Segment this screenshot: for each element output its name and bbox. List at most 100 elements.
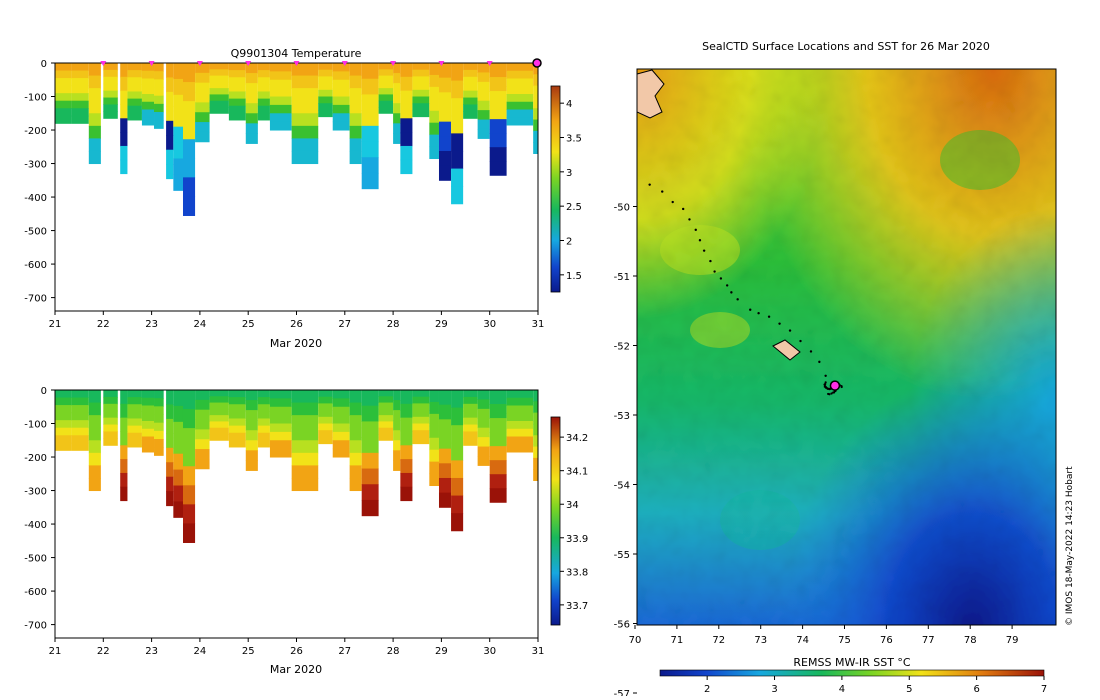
profile-cell bbox=[412, 423, 430, 431]
profile-cell bbox=[533, 469, 538, 481]
profile-cell bbox=[195, 82, 210, 94]
profile-cell bbox=[332, 440, 350, 450]
profile-cell bbox=[506, 94, 534, 103]
x-tick-label: 26 bbox=[290, 646, 303, 657]
map-x-tick-label: 77 bbox=[922, 635, 935, 646]
profile-cell bbox=[318, 430, 333, 438]
profile-cell bbox=[228, 70, 246, 78]
profile-cell bbox=[489, 390, 507, 405]
seal-track bbox=[648, 183, 843, 396]
profile-cell bbox=[257, 411, 270, 419]
profile-cell bbox=[393, 83, 401, 94]
profile-cell bbox=[71, 412, 89, 421]
profile-cell bbox=[228, 63, 246, 71]
profile-cell bbox=[332, 423, 350, 433]
sst-colorbar-tick-label: 6 bbox=[973, 684, 979, 695]
profile-cell bbox=[166, 418, 174, 434]
profile-cell bbox=[451, 168, 464, 187]
profile-cell bbox=[378, 100, 394, 108]
map-x-tick-label: 78 bbox=[964, 635, 977, 646]
profile-cell bbox=[166, 164, 174, 180]
profile-cell bbox=[361, 468, 379, 485]
y-tick-label: -600 bbox=[24, 260, 47, 271]
profile-cell bbox=[463, 90, 478, 99]
profile-cell bbox=[55, 93, 72, 102]
profile-cell bbox=[477, 63, 490, 73]
profile-cell bbox=[245, 430, 258, 441]
profile-cell bbox=[71, 108, 89, 117]
profile-cell bbox=[332, 415, 350, 425]
profile-cell bbox=[195, 112, 210, 123]
profile-cell bbox=[349, 415, 362, 429]
profile-cell bbox=[477, 119, 490, 130]
profile-cell bbox=[412, 89, 430, 98]
profile-cell bbox=[228, 112, 246, 121]
profile-cell bbox=[332, 431, 350, 441]
y-tick-label: -600 bbox=[24, 587, 47, 598]
profile-cell bbox=[88, 100, 101, 114]
profile-cell bbox=[166, 447, 174, 463]
profile-cell bbox=[533, 457, 538, 470]
profile-cell bbox=[489, 432, 507, 447]
profile-cell bbox=[127, 70, 142, 78]
profile-cell bbox=[349, 440, 362, 454]
profile-cell bbox=[269, 440, 292, 450]
profile-cell bbox=[88, 113, 101, 127]
profile-cell bbox=[127, 418, 142, 427]
profile-cell bbox=[245, 63, 258, 74]
profile-cell bbox=[195, 92, 210, 103]
profile-cell bbox=[166, 149, 174, 165]
profile-cell bbox=[245, 390, 258, 401]
track-point bbox=[698, 239, 702, 242]
track-cluster-point bbox=[832, 391, 835, 394]
y-tick-label: -300 bbox=[24, 160, 47, 171]
track-cluster-point bbox=[840, 385, 843, 389]
profile-cell bbox=[209, 81, 229, 89]
profile-cell bbox=[120, 417, 128, 432]
profile-cell bbox=[103, 424, 118, 432]
profile-cell bbox=[127, 91, 142, 100]
profile-cell bbox=[55, 420, 72, 429]
profile-cell bbox=[71, 115, 89, 124]
profile-cell bbox=[166, 63, 174, 78]
profile-cell bbox=[393, 93, 401, 104]
profile-cell bbox=[228, 411, 246, 419]
profile-cell bbox=[182, 196, 196, 216]
profile-cell bbox=[127, 77, 142, 85]
track-point bbox=[661, 190, 664, 193]
profile-cell bbox=[393, 420, 401, 431]
profile-cell bbox=[120, 472, 128, 488]
profile-cell bbox=[393, 133, 401, 144]
salinity-xlabel: Mar 2020 bbox=[270, 663, 322, 676]
map-x-tick-label: 71 bbox=[671, 635, 684, 646]
profile-cell bbox=[412, 396, 430, 404]
profile-cell bbox=[141, 78, 155, 87]
profile-cell bbox=[429, 134, 439, 148]
profile-cell bbox=[103, 403, 118, 412]
profile-marker bbox=[438, 61, 445, 66]
profile-cell bbox=[55, 100, 72, 109]
profile-cell bbox=[166, 433, 174, 449]
profile-cell bbox=[533, 446, 538, 459]
profile-cell bbox=[393, 390, 401, 401]
colorbar-tick-label: 33.7 bbox=[566, 601, 588, 612]
profile-cell bbox=[489, 474, 507, 489]
x-tick-label: 28 bbox=[387, 319, 400, 330]
profile-cell bbox=[533, 96, 538, 109]
profile-cell bbox=[332, 79, 350, 89]
profile-cell bbox=[228, 397, 246, 405]
profile-cell bbox=[209, 402, 229, 410]
profile-cell bbox=[477, 81, 490, 92]
profile-cell bbox=[412, 69, 430, 77]
profile-cell bbox=[393, 430, 401, 441]
profile-cell bbox=[88, 415, 101, 429]
profile-cell bbox=[173, 421, 183, 439]
profile-cell bbox=[477, 427, 490, 438]
profile-cell bbox=[378, 396, 394, 404]
profile-cell bbox=[361, 421, 379, 438]
profile-cell bbox=[477, 390, 490, 400]
track-point bbox=[799, 339, 802, 343]
profile-cell bbox=[393, 73, 401, 84]
profile-cell bbox=[429, 413, 439, 427]
profile-cell bbox=[438, 390, 452, 406]
